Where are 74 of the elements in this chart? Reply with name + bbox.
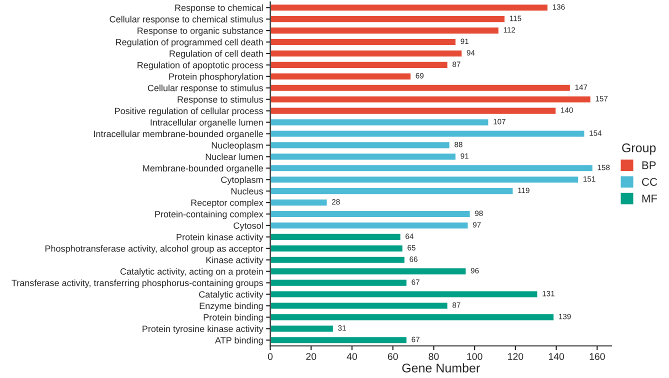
y-tick-label: Regulation of cell death — [170, 50, 263, 59]
bar — [270, 221, 470, 230]
y-tick-label: Receptor complex — [191, 199, 264, 208]
y-tick-label: Regulation of apoptotic process — [138, 62, 264, 70]
bar — [270, 244, 404, 253]
y-tick-label: Intracellular organelle lumen — [150, 119, 263, 128]
bar — [270, 83, 572, 92]
bar — [270, 324, 334, 334]
bar — [270, 278, 408, 288]
bar — [270, 198, 328, 207]
y-tick-label: Nuclear lumen — [206, 153, 263, 160]
y-tick-label: Nucleus — [231, 188, 264, 194]
y-tick-label: Nucleoplasm — [212, 142, 263, 150]
legend-label: CC — [642, 178, 658, 186]
x-axis-title: Gene Number — [402, 363, 480, 372]
y-tick-label: Response to organic substance — [138, 27, 263, 36]
y-tick-label: Response to stimulus — [178, 96, 264, 104]
x-tick-label: 20 — [306, 353, 316, 360]
bar — [270, 129, 586, 138]
y-tick-label: Protein-containing complex — [155, 210, 264, 220]
legend-label: BP — [642, 161, 656, 170]
y-tick-label: Transferase activity, transferring phosphorus-containing groups — [12, 280, 264, 288]
x-tick-label: 0 — [268, 353, 273, 360]
y-tick-label: Catalytic activity, acting on a protein — [120, 268, 263, 276]
x-tick-label: 80 — [428, 353, 439, 360]
bar — [270, 290, 539, 299]
x-tick-label: 100 — [467, 353, 482, 360]
y-tick-label: Enzyme binding — [200, 302, 263, 311]
bar — [270, 140, 451, 150]
bar — [270, 266, 468, 276]
y-tick-label: Cytoplasm — [221, 176, 263, 185]
y-tick-label: ATP binding — [214, 336, 263, 346]
bar — [270, 255, 406, 264]
bar — [270, 312, 555, 322]
y-tick-label: Cellular response to chemical stimulus — [110, 16, 264, 24]
bar — [270, 186, 514, 196]
bar — [270, 72, 412, 81]
y-tick-label: Cytosol — [234, 222, 263, 231]
legend-label: MF — [642, 194, 658, 202]
bar — [270, 164, 594, 173]
x-tick-label: 120 — [508, 353, 524, 360]
bar — [270, 38, 457, 46]
bar — [270, 336, 408, 345]
bar — [270, 49, 464, 58]
y-tick-label: Protein tyrosine kinase activity — [142, 325, 264, 334]
bar — [270, 118, 490, 127]
legend-title: Group — [622, 143, 656, 155]
bar — [270, 94, 592, 104]
y-tick-label: Cellular response to stimulus — [148, 84, 264, 94]
x-tick-label: 140 — [548, 353, 564, 360]
bar — [270, 106, 557, 116]
x-tick-label: 60 — [388, 353, 398, 360]
y-tick-label: Membrane-bounded organelle — [143, 164, 263, 174]
bar — [270, 152, 457, 162]
y-tick-label: Kinase activity — [206, 256, 264, 266]
y-tick-label: Positive regulation of cellular process — [115, 108, 264, 116]
bar — [270, 232, 402, 242]
bar — [270, 14, 506, 24]
x-tick-label: 40 — [346, 353, 358, 360]
x-tick-label: 160 — [590, 353, 605, 360]
y-tick-label: Phosphotransferase activity, alcohol group as acceptor — [45, 245, 264, 254]
bar — [270, 210, 472, 218]
bar — [270, 301, 449, 310]
y-tick-label: Response to chemical — [175, 4, 263, 13]
bar — [270, 3, 549, 12]
bar — [270, 60, 449, 70]
y-tick-label: Protein phosphorylation — [169, 73, 263, 82]
y-tick-label: Protein kinase activity — [176, 234, 264, 242]
bar — [270, 175, 580, 184]
y-tick-label: Regulation of programmed cell death — [116, 38, 263, 48]
y-tick-label: Intracellular membrane-bounded organelle — [94, 130, 263, 139]
bar — [270, 26, 500, 35]
y-tick-label: Catalytic activity — [199, 291, 264, 300]
y-tick-label: Protein binding — [204, 314, 263, 322]
